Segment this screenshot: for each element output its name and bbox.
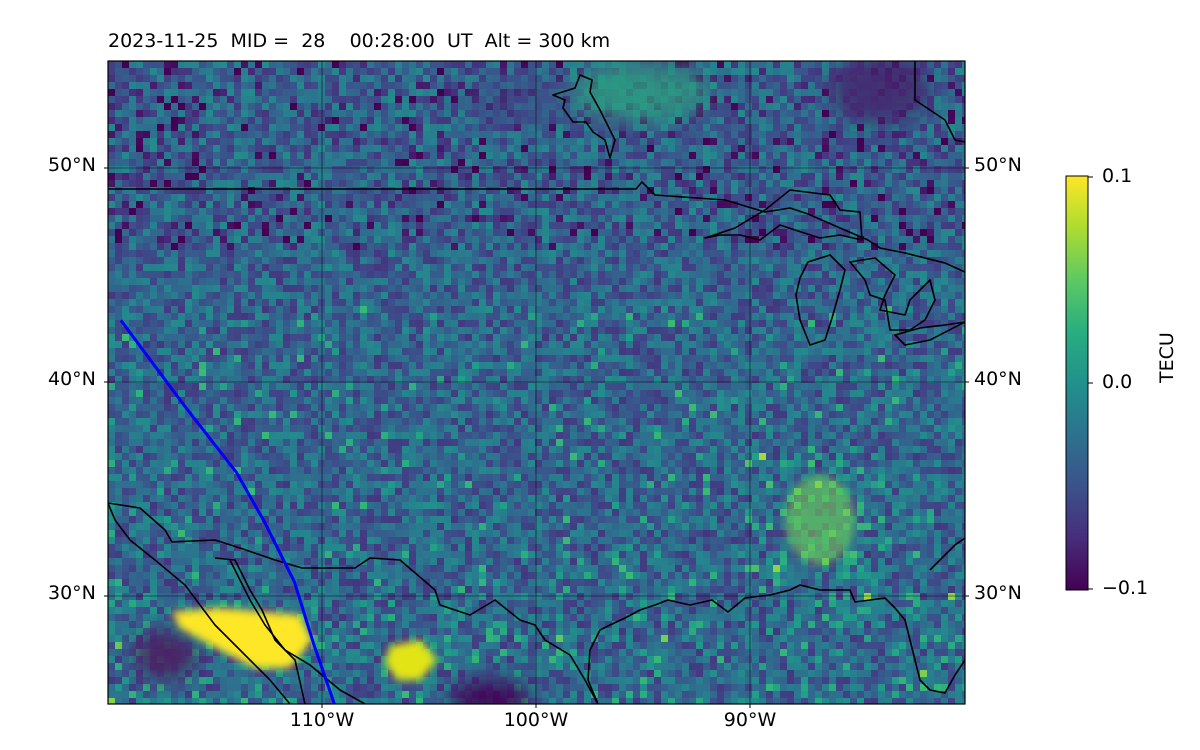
lon-label-90w: 90°W [723, 709, 777, 731]
florida-east-coast [929, 537, 965, 571]
coastlines-and-borders [108, 61, 965, 704]
tec-heatmap [108, 61, 965, 704]
us-canada-border [108, 181, 965, 273]
northern-depletion-a [830, 61, 930, 125]
us-mexico-border [108, 502, 599, 704]
gulf-coast [587, 584, 965, 704]
gridlines [108, 61, 965, 704]
lake-erie-ontario [894, 321, 965, 346]
lat-tick-marks [104, 167, 969, 597]
baja-peninsula [108, 502, 291, 704]
lon-label-100w: 100°W [503, 709, 569, 731]
lat-label-right-40: 40°N [974, 368, 1022, 390]
southern-depletion-a [133, 630, 197, 680]
colorbar-tick-max: 0.1 [1102, 165, 1133, 187]
tec-smooth-regions [133, 61, 930, 704]
northern-depletion-b [460, 75, 580, 125]
title-date: 2023-11-25 [108, 30, 219, 52]
satellite-track [119, 319, 336, 704]
lake-michigan [795, 254, 846, 346]
lon-tick-marks [321, 704, 751, 708]
map-title: 2023-11-25 MID = 28 00:28:00 UT Alt = 30… [108, 30, 610, 52]
lat-label-right-50: 50°N [974, 154, 1022, 176]
colorbar-tick-min: −0.1 [1102, 577, 1149, 599]
hudson-bay-coast [552, 74, 616, 159]
northern-enhancement [570, 62, 710, 122]
colorbar-label: TECU [1156, 332, 1178, 383]
lat-label-left-40: 40°N [48, 368, 96, 390]
ontario-coast [914, 61, 965, 143]
mexico-mainland-coast [229, 559, 366, 704]
title-mid-label: MID = [230, 30, 290, 52]
texas-enhancement [385, 640, 437, 680]
colorbar-tick-zero: 0.0 [1102, 371, 1133, 393]
lake-superior [704, 189, 863, 241]
colorbar-ticks [1088, 176, 1093, 590]
title-time: 00:28:00 [349, 30, 435, 52]
title-altitude: Alt = 300 km [484, 30, 611, 52]
lat-label-right-30: 30°N [974, 582, 1022, 604]
lon-label-110w: 110°W [289, 709, 355, 731]
southern-depletion-b [450, 680, 530, 704]
lat-label-left-30: 30°N [48, 582, 96, 604]
title-mid-value: 28 [301, 30, 326, 52]
map-panel [108, 61, 965, 704]
colorbar [1065, 175, 1089, 591]
scattered-enhancement [785, 475, 855, 565]
title-time-unit: UT [447, 30, 473, 52]
tec-enhancement-regions [172, 475, 855, 680]
gulf-of-california [214, 557, 306, 704]
lat-label-left-50: 50°N [48, 154, 96, 176]
lake-huron [849, 257, 936, 331]
mexico-enhancement [172, 608, 312, 668]
